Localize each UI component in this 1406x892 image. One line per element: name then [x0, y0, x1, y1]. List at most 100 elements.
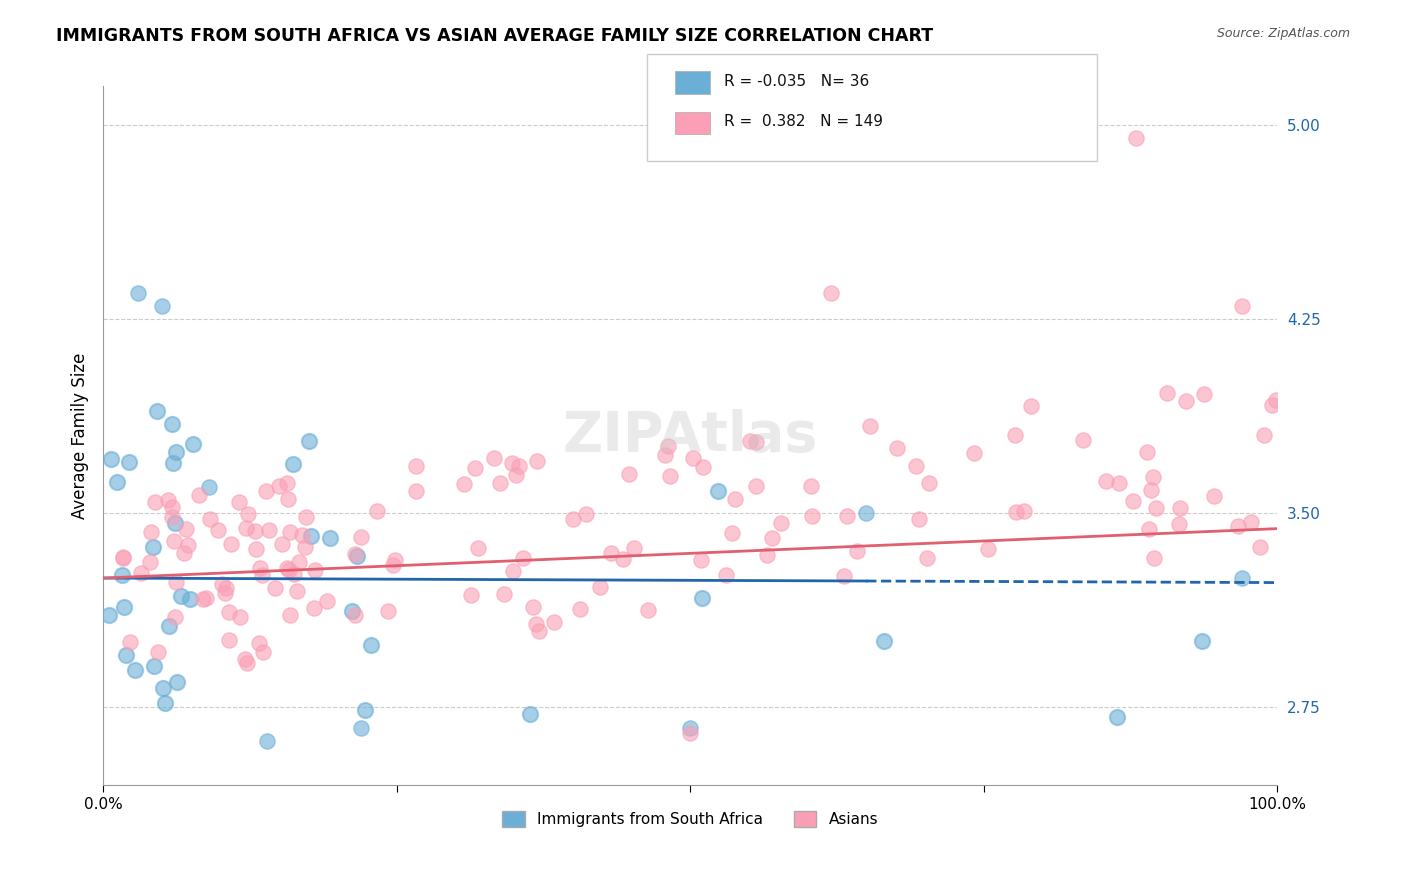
Point — [250, 568, 273, 582]
Point — [915, 551, 938, 566]
Point — [588, 580, 610, 594]
Point — [855, 507, 877, 521]
Point — [139, 525, 162, 540]
Point — [295, 510, 318, 524]
Point — [1253, 428, 1275, 442]
Point — [519, 707, 541, 722]
Point — [160, 417, 183, 432]
Point — [859, 418, 882, 433]
Point — [105, 475, 128, 489]
Point — [1108, 475, 1130, 490]
Point — [543, 615, 565, 629]
Point — [276, 561, 298, 575]
Point — [354, 703, 377, 717]
Point — [1226, 519, 1249, 533]
Point — [247, 636, 270, 650]
Point — [276, 475, 298, 490]
Point — [886, 441, 908, 455]
Point — [453, 477, 475, 491]
Point — [1168, 517, 1191, 532]
Point — [770, 516, 793, 530]
Point — [526, 616, 548, 631]
Point — [143, 495, 166, 509]
Point — [1240, 515, 1263, 529]
Point — [218, 605, 240, 619]
Point — [723, 492, 745, 507]
Legend: Immigrants from South Africa, Asians: Immigrants from South Africa, Asians — [496, 805, 884, 833]
Point — [464, 461, 486, 475]
Point — [1125, 131, 1147, 145]
Point — [917, 476, 939, 491]
Point — [1095, 474, 1118, 488]
Point — [207, 523, 229, 537]
Point — [124, 663, 146, 677]
Point — [162, 500, 184, 514]
Point — [761, 531, 783, 545]
Point — [118, 455, 141, 469]
Point — [211, 576, 233, 591]
Point — [562, 511, 585, 525]
Point — [344, 547, 367, 561]
Point — [502, 564, 524, 578]
Point — [1122, 493, 1144, 508]
Point — [482, 450, 505, 465]
Point — [384, 553, 406, 567]
Point — [1194, 387, 1216, 401]
Point — [637, 602, 659, 616]
Point — [381, 558, 404, 573]
Point — [692, 591, 714, 605]
Point — [1004, 428, 1026, 442]
Point — [145, 403, 167, 417]
Point — [157, 493, 180, 508]
Point — [318, 532, 340, 546]
Point — [291, 527, 314, 541]
Point — [599, 546, 621, 560]
Point — [278, 525, 301, 540]
Point — [756, 548, 779, 562]
Point — [174, 522, 197, 536]
Point — [682, 450, 704, 465]
Point — [623, 541, 645, 555]
Point — [1019, 399, 1042, 413]
Point — [315, 593, 337, 607]
Point — [111, 549, 134, 564]
Point — [1261, 398, 1284, 412]
Point — [219, 537, 242, 551]
Point — [654, 448, 676, 462]
Point — [129, 566, 152, 580]
Point — [405, 459, 427, 474]
Point — [366, 504, 388, 518]
Point — [294, 541, 316, 555]
Point — [243, 524, 266, 539]
Point — [110, 567, 132, 582]
Point — [706, 484, 728, 499]
Point — [254, 484, 277, 499]
Point — [568, 601, 591, 615]
Point — [1249, 541, 1271, 555]
Point — [177, 538, 200, 552]
Point — [527, 624, 550, 638]
Text: Source: ZipAtlas.com: Source: ZipAtlas.com — [1216, 27, 1350, 40]
Point — [505, 467, 527, 482]
Point — [574, 507, 596, 521]
Point — [904, 458, 927, 473]
Point — [837, 509, 859, 524]
Point — [118, 634, 141, 648]
Point — [252, 645, 274, 659]
Point — [283, 566, 305, 581]
Point — [236, 656, 259, 670]
Point — [1175, 393, 1198, 408]
Point — [191, 592, 214, 607]
Point — [249, 561, 271, 575]
Point — [1230, 571, 1253, 585]
Point — [163, 610, 186, 624]
Point — [142, 540, 165, 554]
Point — [153, 696, 176, 710]
Point — [299, 529, 322, 543]
Point — [278, 607, 301, 622]
Point — [800, 479, 823, 493]
Point — [820, 286, 842, 301]
Point — [245, 542, 267, 557]
Point — [198, 512, 221, 526]
Point — [267, 479, 290, 493]
